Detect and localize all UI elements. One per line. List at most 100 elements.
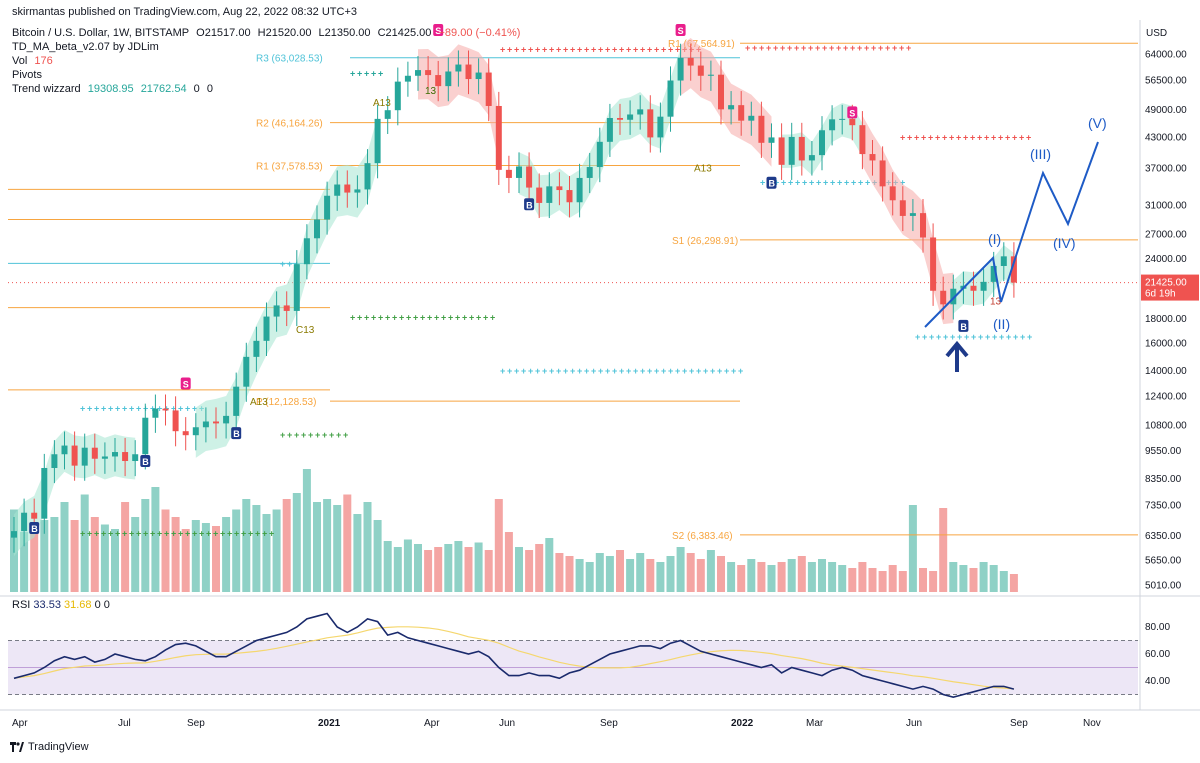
candle-body: [334, 184, 341, 196]
trend-marker: +: [385, 313, 390, 323]
trend-marker: +: [787, 43, 792, 53]
trend-marker: +: [413, 313, 418, 323]
volume-bar: [20, 532, 29, 592]
trend-band: [862, 115, 954, 325]
candle-body: [172, 410, 179, 432]
trend-marker: +: [626, 366, 631, 376]
candle-body: [586, 167, 593, 178]
trend-marker: +: [984, 132, 989, 142]
candle-body: [374, 118, 381, 164]
trend-marker: +: [227, 528, 232, 538]
candle-body: [718, 74, 724, 110]
candle-body: [132, 454, 139, 462]
vol-value: 176: [34, 55, 53, 67]
td-count: A13: [694, 164, 712, 175]
volume-bar: [878, 571, 887, 592]
tradingview-logo[interactable]: TradingView: [10, 741, 89, 753]
change-value: −89.00 (−0.41%): [438, 27, 521, 39]
candle-body: [21, 512, 28, 532]
candle-body: [404, 75, 411, 82]
trend-marker: +: [823, 178, 828, 188]
price-tick: 5010.00: [1145, 580, 1182, 591]
trend-marker: +: [171, 528, 176, 538]
volume-bar: [454, 541, 463, 592]
candle-body: [324, 195, 331, 220]
trend-marker: +: [900, 132, 905, 142]
candle-body: [122, 452, 129, 462]
candle-body: [546, 186, 553, 203]
volume-bar: [555, 553, 564, 592]
trend-marker: +: [864, 43, 869, 53]
signal-badge: [958, 319, 969, 332]
trend-marker: +: [857, 43, 862, 53]
trend-marker: +: [101, 404, 106, 414]
trend-value-4: 0: [206, 83, 213, 95]
vol-label: Vol: [12, 55, 28, 67]
candle-body: [970, 285, 977, 291]
volume-bar: [292, 493, 301, 592]
indicator-volume[interactable]: Vol 176: [12, 55, 57, 68]
trend-marker: +: [956, 132, 961, 142]
pivot-label: P (12,128.53): [256, 397, 316, 408]
signal-badge-label: S: [183, 380, 189, 390]
time-tick: Jun: [906, 718, 922, 729]
trend-marker: +: [1012, 132, 1017, 142]
candle-body: [223, 415, 230, 424]
trend-marker: +: [878, 43, 883, 53]
candle-body: [930, 237, 937, 291]
trend-marker: +: [766, 43, 771, 53]
candle-body: [213, 421, 219, 424]
trend-marker: +: [185, 528, 190, 538]
trend-marker: +: [213, 528, 218, 538]
signal-badge-label: S: [849, 108, 855, 118]
symbol-name[interactable]: Bitcoin / U.S. Dollar, 1W, BITSTAMP: [12, 27, 190, 39]
indicator-pivots[interactable]: Pivots: [12, 69, 42, 81]
volume-bar: [535, 544, 544, 592]
trend-marker: +: [143, 528, 148, 538]
trend-marker: +: [521, 45, 526, 55]
pivot-label: R1 (67,564.91): [668, 39, 735, 50]
candle-body: [980, 281, 987, 291]
trend-marker: +: [892, 43, 897, 53]
time-tick: Nov: [1083, 718, 1101, 729]
indicator-td-ma[interactable]: TD_MA_beta_v2.07 by JDLim: [12, 41, 159, 53]
trend-marker: +: [136, 404, 141, 414]
wave-label: (III): [1030, 146, 1051, 162]
rsi-legend[interactable]: RSI 33.53 31.68 0 0: [12, 599, 110, 611]
currency-label: USD: [1146, 28, 1167, 39]
volume-bar: [323, 499, 332, 592]
signal-badge-label: B: [960, 322, 967, 332]
trend-marker: +: [80, 404, 85, 414]
candle-body: [617, 117, 623, 120]
volume-bar: [201, 523, 210, 592]
volume-bar: [787, 559, 796, 592]
signal-badge: [524, 198, 535, 211]
volume-bar: [333, 505, 342, 592]
candle-body: [253, 340, 260, 357]
price-tick: 49000.00: [1145, 105, 1187, 116]
candle-body: [940, 290, 947, 305]
candle-body: [71, 445, 78, 466]
price-tick: 12400.00: [1145, 392, 1187, 403]
trend-marker: +: [815, 43, 820, 53]
trend-marker: +: [122, 528, 127, 538]
volume-bar: [494, 499, 503, 592]
trend-marker: +: [640, 366, 645, 376]
ohlc-legend: Bitcoin / U.S. Dollar, 1W, BITSTAMP O215…: [12, 27, 524, 40]
trend-marker: +: [950, 332, 955, 342]
trend-marker: +: [280, 430, 285, 440]
volume-bar: [636, 553, 645, 592]
price-tick: 27000.00: [1145, 229, 1187, 240]
indicator-trend-wizzard[interactable]: Trend wizzard 19308.95 21762.54 0 0: [12, 83, 217, 96]
candle-body: [768, 137, 775, 143]
trend-marker: +: [500, 45, 505, 55]
trend-marker: +: [1006, 332, 1011, 342]
volume-bar: [868, 568, 877, 592]
volume-bar: [282, 499, 291, 592]
time-tick: 2021: [318, 718, 341, 729]
volume-bar: [656, 562, 665, 592]
trend-marker: +: [605, 45, 610, 55]
rsi-value: 33.53: [33, 599, 61, 611]
signal-badge-label: S: [435, 26, 441, 36]
